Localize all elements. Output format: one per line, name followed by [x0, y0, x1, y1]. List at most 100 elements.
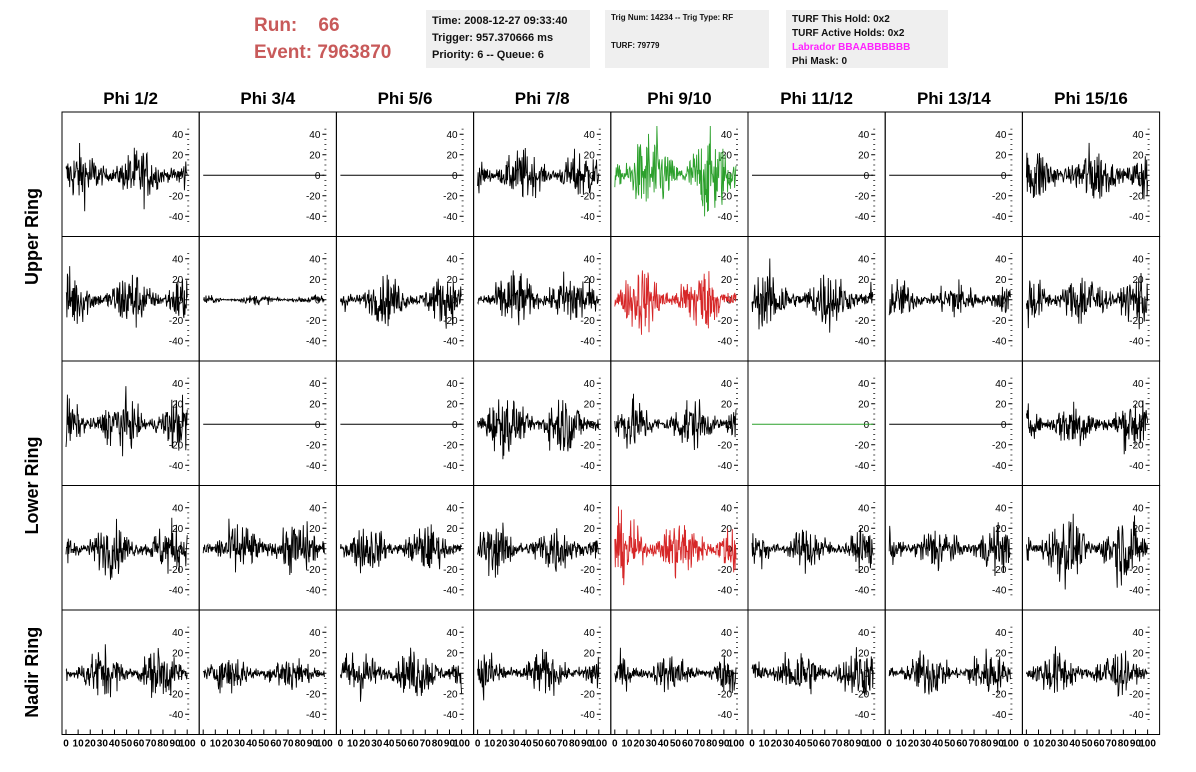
y-tick-label: 20: [1132, 399, 1144, 410]
waveform-trace-r2-c6: [751, 258, 874, 333]
run-label: Run:: [254, 15, 298, 36]
row-label-lower-ring: Lower Ring: [22, 437, 42, 535]
priority-line: Priority: 6 -- Queue: 6: [432, 49, 544, 61]
y-tick-label: -20: [855, 316, 870, 327]
column-header-5: Phi 9/10: [647, 89, 711, 108]
y-tick-label: -20: [855, 440, 870, 451]
y-tick-label: -40: [169, 336, 184, 347]
y-tick-label: -20: [855, 191, 870, 202]
y-tick-label: -40: [718, 336, 733, 347]
x-tick-label: 60: [545, 739, 557, 750]
y-tick-label: -20: [992, 316, 1007, 327]
x-tick-label: 80: [706, 739, 718, 750]
y-tick-label: -20: [169, 565, 184, 576]
y-tick-label: 40: [1132, 379, 1144, 390]
column-header-6: Phi 11/12: [780, 89, 853, 108]
x-tick-label: 20: [359, 739, 371, 750]
waveform-trace-r4-c6: [751, 528, 874, 574]
x-tick-label: 70: [831, 739, 843, 750]
y-tick-label: 20: [721, 150, 733, 161]
x-tick-label: 10: [621, 739, 633, 750]
y-tick-label: -40: [992, 336, 1007, 347]
y-tick-label: -20: [169, 689, 184, 700]
y-tick-label: 0: [1001, 669, 1007, 680]
y-tick-label: 40: [995, 254, 1007, 265]
waveform-trace-r4-c3: [339, 524, 462, 574]
x-tick-label: 50: [670, 739, 682, 750]
y-tick-label: -40: [1129, 336, 1144, 347]
waveform-trace-r2-c4: [477, 270, 600, 326]
y-tick-label: -40: [306, 710, 321, 721]
y-tick-label: 20: [172, 524, 184, 535]
y-tick-label: 40: [1132, 254, 1144, 265]
y-tick-label: 40: [721, 254, 733, 265]
y-tick-label: 40: [721, 628, 733, 639]
x-tick-label: 0: [749, 739, 755, 750]
y-tick-label: -20: [443, 316, 458, 327]
y-tick-label: -40: [718, 212, 733, 223]
y-tick-label: -20: [169, 440, 184, 451]
run-value: 66: [318, 15, 340, 36]
y-tick-label: -40: [992, 710, 1007, 721]
x-tick-label: 0: [612, 739, 618, 750]
y-tick-label: -20: [169, 191, 184, 202]
y-tick-label: 20: [446, 275, 458, 286]
y-tick-label: 40: [584, 628, 596, 639]
y-tick-label: 0: [1001, 295, 1007, 306]
trig-num-line: Trig Num: 14234 -- Trig Type: RF: [611, 13, 734, 22]
y-tick-label: 40: [446, 628, 458, 639]
column-header-2: Phi 3/4: [240, 89, 295, 108]
x-tick-label: 40: [1069, 739, 1081, 750]
y-tick-label: -40: [992, 585, 1007, 596]
x-tick-label: 10: [210, 739, 222, 750]
waveform-trace-r5-c8: [1025, 646, 1148, 697]
x-tick-label: 70: [145, 739, 157, 750]
column-header-7: Phi 13/14: [917, 89, 991, 108]
run-row: Run: 66: [254, 12, 391, 39]
waveform-trace-r2-c5: [614, 270, 737, 335]
x-tick-label: 20: [1045, 739, 1057, 750]
y-tick-label: -40: [855, 585, 870, 596]
y-tick-label: 20: [995, 648, 1007, 659]
x-tick-label: 80: [157, 739, 169, 750]
y-tick-label: 0: [589, 295, 595, 306]
y-tick-label: 20: [995, 524, 1007, 535]
y-tick-label: 0: [315, 171, 321, 182]
y-tick-label: 40: [309, 130, 321, 141]
trigger-line: Trigger: 957.370666 ms: [432, 32, 554, 44]
y-tick-label: 0: [452, 544, 458, 555]
y-tick-label: 40: [172, 503, 184, 514]
y-tick-label: 20: [995, 399, 1007, 410]
y-tick-label: 40: [995, 379, 1007, 390]
waveform-trace-r1-c8: [1025, 142, 1149, 200]
x-tick-label: 60: [408, 739, 420, 750]
waveform-trace-r3-c4: [477, 399, 600, 460]
waveform-trace-r5-c4: [477, 649, 600, 701]
y-tick-label: 20: [446, 524, 458, 535]
y-tick-label: -40: [443, 336, 458, 347]
y-tick-label: 40: [172, 254, 184, 265]
y-tick-label: -20: [580, 191, 595, 202]
x-tick-label: 40: [658, 739, 670, 750]
y-tick-label: 0: [178, 669, 184, 680]
column-header-4: Phi 7/8: [515, 89, 570, 108]
y-tick-label: -40: [1129, 710, 1144, 721]
x-tick-label: 0: [886, 739, 892, 750]
x-tick-label: 50: [121, 739, 133, 750]
waveform-trace-r3-c1: [65, 386, 188, 457]
row-label-nadir-ring: Nadir Ring: [22, 627, 42, 718]
x-tick-label: 80: [1118, 739, 1130, 750]
y-tick-label: 40: [584, 503, 596, 514]
y-tick-label: 20: [584, 648, 596, 659]
x-tick-label: 90: [1130, 739, 1142, 750]
y-tick-label: -40: [580, 212, 595, 223]
y-tick-label: 20: [309, 150, 321, 161]
x-tick-label: 80: [843, 739, 855, 750]
y-tick-label: 40: [172, 628, 184, 639]
y-tick-label: 20: [584, 524, 596, 535]
y-tick-label: -40: [855, 212, 870, 223]
y-tick-label: 40: [172, 130, 184, 141]
y-tick-label: 20: [309, 524, 321, 535]
y-tick-label: 20: [172, 399, 184, 410]
x-tick-label: 100: [316, 739, 333, 750]
